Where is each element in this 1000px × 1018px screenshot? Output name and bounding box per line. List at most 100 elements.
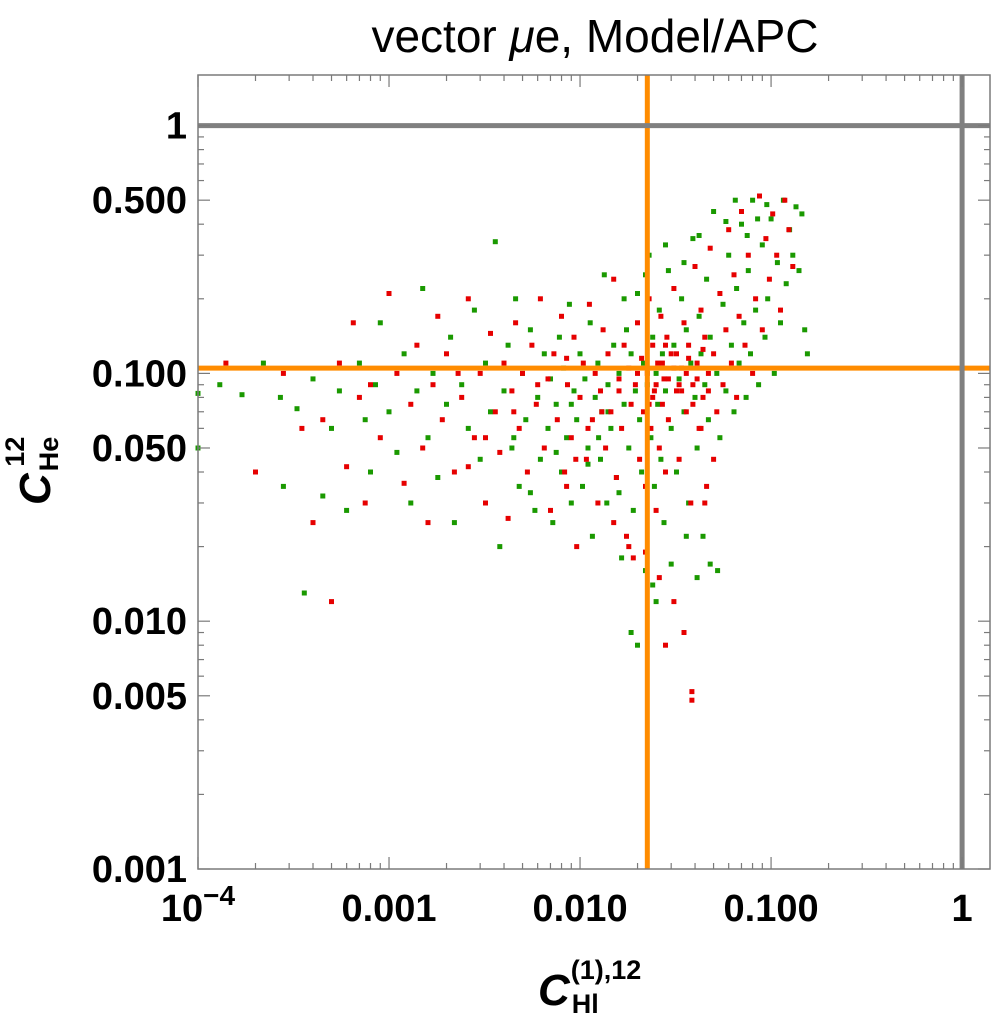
scatter-point-red	[362, 500, 368, 506]
scatter-point-red	[401, 480, 407, 486]
scatter-point-green	[778, 320, 783, 326]
scatter-point-red	[583, 456, 589, 462]
scatter-point-green	[509, 445, 515, 451]
scatter-point-red	[692, 264, 698, 269]
scatter-point-red	[600, 327, 606, 333]
scatter-point-green	[692, 394, 698, 400]
scatter-point-red	[497, 449, 503, 455]
scatter-point-red	[778, 307, 783, 313]
scatter-point-red	[595, 500, 601, 506]
scatter-point-red	[565, 382, 570, 388]
scatter-point-green	[750, 197, 756, 203]
y-tick-label: 0.100	[92, 353, 187, 395]
scatter-point-red	[477, 370, 483, 376]
scatter-point-green	[571, 388, 577, 394]
scatter-point-green	[280, 483, 286, 489]
scatter-point-red	[420, 445, 426, 451]
scatter-point-green	[601, 272, 607, 278]
scatter-point-green	[566, 301, 572, 307]
scatter-point-green	[764, 202, 770, 208]
scatter-point-green	[655, 401, 661, 407]
scatter-point-green	[401, 351, 407, 357]
series-green	[195, 197, 810, 648]
scatter-point-red	[639, 355, 645, 361]
scatter-point-green	[732, 197, 738, 203]
scatter-point-green	[624, 327, 629, 333]
scatter-point-green	[650, 334, 656, 340]
scatter-point-red	[635, 320, 640, 326]
scatter-point-red	[681, 320, 687, 326]
scatter-point-red	[455, 370, 461, 376]
scatter-point-red	[671, 599, 677, 605]
scatter-point-green	[435, 475, 441, 480]
scatter-point-green	[704, 276, 710, 282]
scatter-point-green	[628, 351, 634, 357]
scatter-point-red	[679, 388, 685, 394]
scatter-point-red	[435, 313, 441, 319]
scatter-point-red	[616, 388, 622, 394]
scatter-point-red	[655, 360, 661, 366]
scatter-point-green	[774, 260, 780, 266]
scatter-point-red	[690, 401, 696, 407]
scatter-point-red	[757, 193, 762, 199]
scatter-point-green	[574, 417, 580, 423]
scatter-point-green	[320, 493, 326, 499]
scatter-point-green	[377, 320, 383, 326]
scatter-point-red	[551, 351, 557, 357]
scatter-point-red	[790, 264, 796, 269]
scatter-point-red	[613, 475, 619, 480]
scatter-point-green	[653, 599, 659, 605]
scatter-point-green	[728, 342, 734, 348]
scatter-point-red	[632, 382, 638, 388]
scatter-point-green	[653, 370, 659, 376]
scatter-point-red	[635, 370, 640, 376]
scatter-point-green	[532, 507, 538, 513]
scatter-point-green	[650, 582, 656, 588]
scatter-point-red	[513, 320, 519, 326]
scatter-point-green	[639, 469, 645, 475]
x-tick-label: 0.010	[532, 888, 627, 930]
y-tick-label: 0.010	[92, 601, 187, 643]
y-tick-labels: 0.001 0.005 0.010 0.050 0.100 0.500 1	[92, 106, 187, 891]
scatter-point-red	[439, 417, 445, 423]
scatter-point-green	[310, 376, 316, 382]
scatter-point-red	[516, 425, 522, 431]
y-tick-label: 0.001	[92, 849, 187, 891]
scatter-point-green	[630, 507, 636, 513]
scatter-point-green	[628, 630, 634, 635]
scatter-point-red	[750, 370, 756, 376]
scatter-point-green	[720, 301, 726, 307]
scatter-point-red	[688, 500, 694, 506]
scatter-point-green	[696, 233, 702, 238]
scatter-point-red	[704, 483, 710, 489]
scatter-point-green	[739, 221, 744, 227]
scatter-point-red	[661, 376, 667, 382]
scatter-point-green	[527, 490, 533, 496]
scatter-point-green	[802, 327, 808, 333]
scatter-point-green	[726, 252, 732, 258]
scatter-point-green	[501, 388, 507, 394]
scatter-point-green	[556, 334, 562, 340]
scatter-point-red	[580, 360, 586, 366]
scatter-point-green	[301, 590, 307, 596]
scatter-point-red	[619, 425, 625, 431]
scatter-point-green	[577, 351, 583, 357]
scatter-point-red	[650, 342, 656, 348]
scatter-point-red	[253, 469, 258, 475]
scatter-point-green	[668, 425, 674, 431]
scatter-point-red	[705, 370, 711, 376]
scatter-point-green	[637, 417, 643, 423]
scatter-point-red	[700, 346, 706, 352]
scatter-point-red	[541, 445, 547, 451]
scatter-point-green	[796, 268, 802, 274]
scatter-point-green	[768, 216, 774, 222]
scatter-point-red	[589, 417, 595, 423]
scatter-point-red	[676, 456, 682, 462]
scatter-point-green	[598, 456, 603, 462]
scatter-point-green	[762, 334, 768, 340]
scatter-point-red	[605, 351, 611, 357]
scatter-point-red	[568, 435, 574, 441]
scatter-point-red	[611, 520, 617, 526]
scatter-point-green	[541, 351, 547, 357]
scatter-point-red	[731, 272, 737, 278]
